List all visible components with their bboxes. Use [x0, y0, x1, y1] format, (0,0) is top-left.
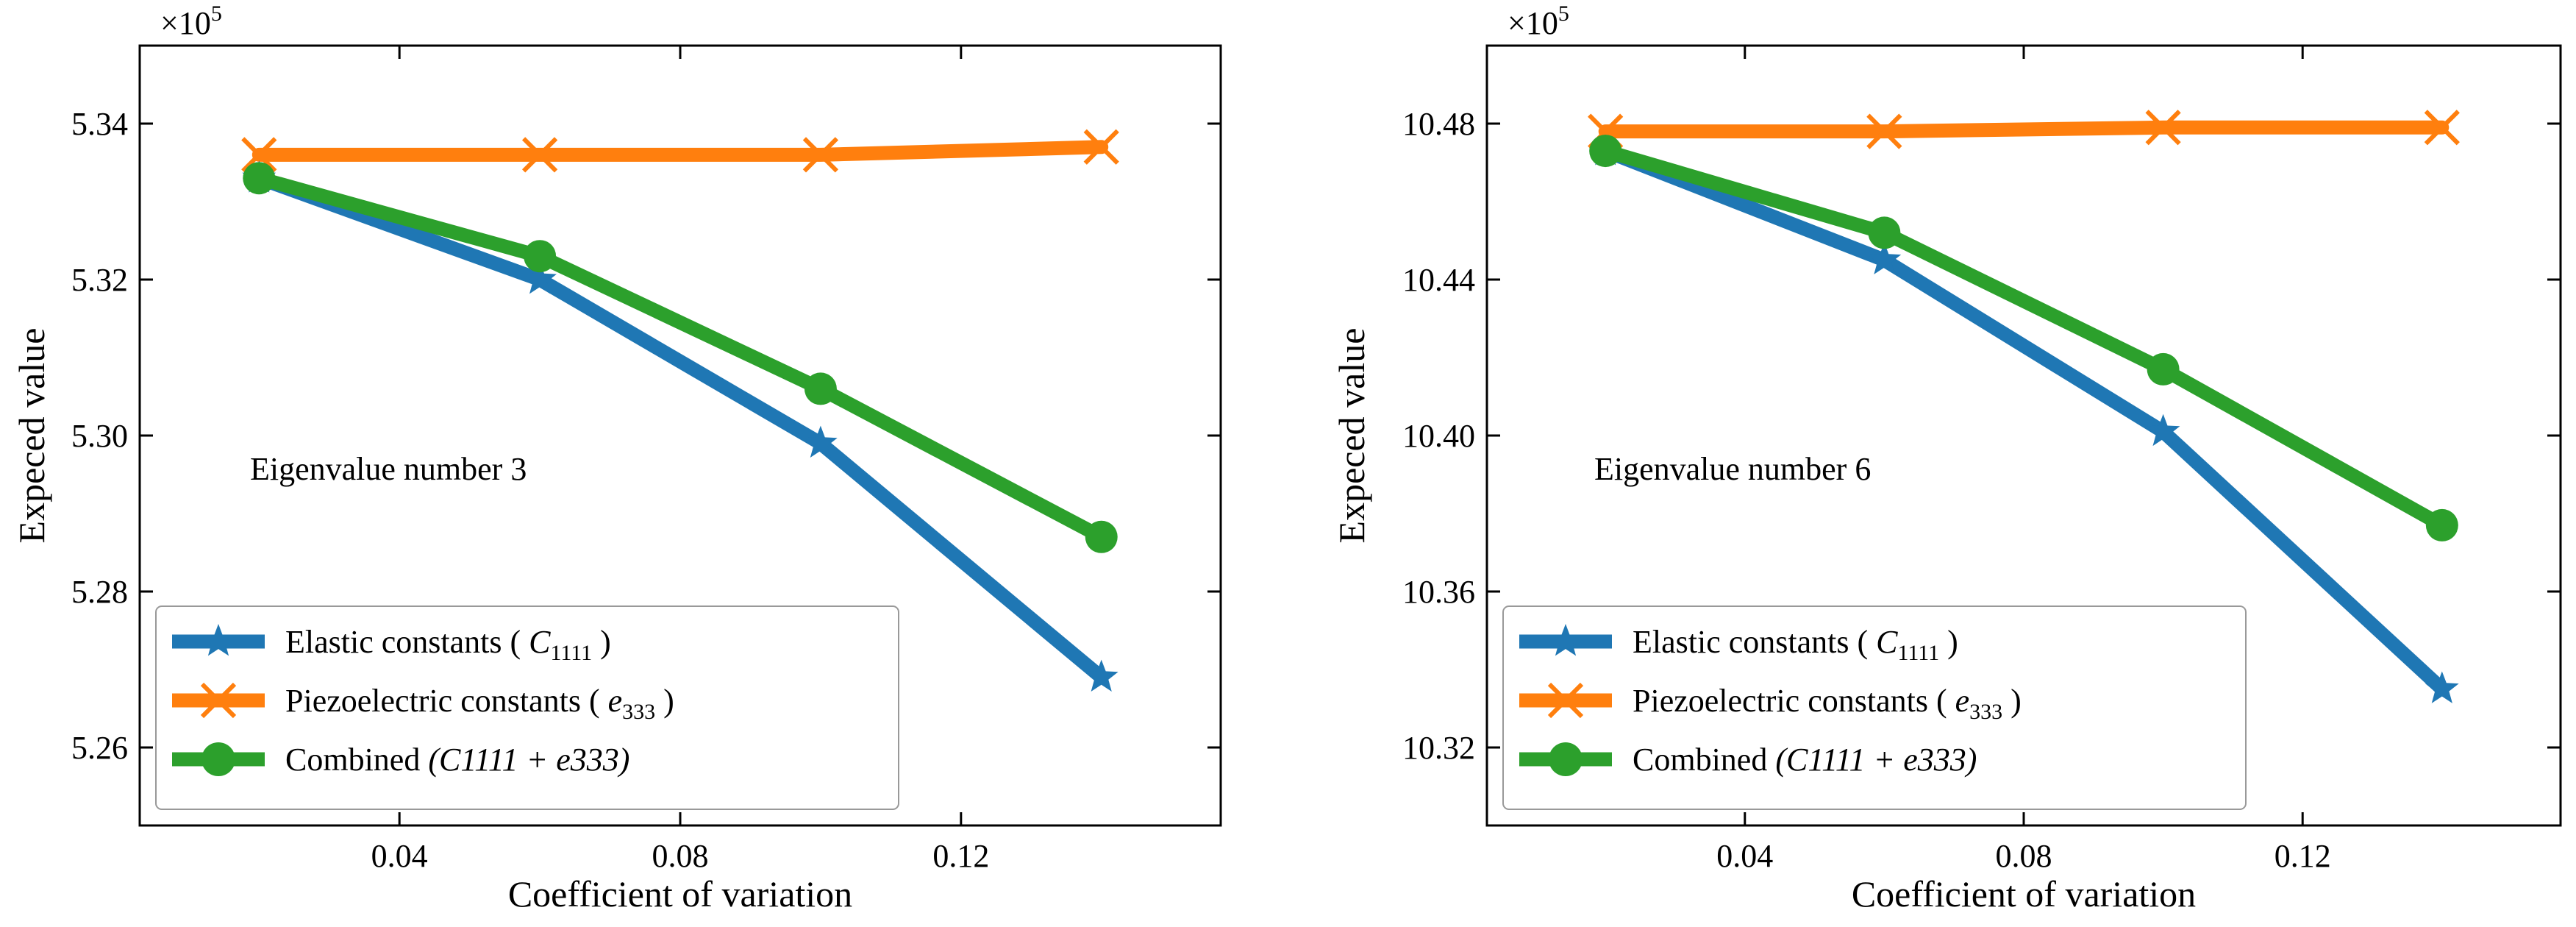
y-multiplier-label: ×105	[160, 1, 222, 41]
legend-entry-label: Combined (C1111 + e333)	[1633, 742, 1977, 778]
legend: Elastic constants ( C1111 ) Piezoelectric…	[1502, 605, 2247, 810]
y-tick-label: 10.36	[1402, 574, 1475, 610]
annotation-eigenvalue: Eigenvalue number 3	[250, 451, 527, 487]
annotation-eigenvalue: Eigenvalue number 6	[1594, 451, 1871, 487]
legend-entry-label: Elastic constants ( C1111 )	[285, 624, 611, 665]
y-tick-label: 5.26	[71, 730, 128, 766]
x-axis-label: Coefficient of variation	[1852, 873, 2196, 914]
data-point-series-0	[804, 425, 838, 458]
data-point-series-2	[1589, 135, 1622, 168]
y-tick-label: 10.48	[1402, 106, 1475, 142]
legend-swatch-marker	[201, 742, 235, 776]
data-point-series-2	[243, 162, 276, 195]
y-tick-label: 10.32	[1402, 730, 1475, 766]
series-line-1	[1598, 120, 2450, 139]
legend-swatch-marker	[1549, 624, 1583, 656]
series-line-0	[1598, 143, 2450, 696]
legend-swatch-marker-stroke-b	[200, 682, 237, 719]
data-point-series-2	[524, 240, 557, 273]
y-multiplier-base: ×10	[1508, 5, 1558, 41]
y-tick-label: 5.34	[71, 106, 128, 142]
series-line-1	[251, 140, 1109, 162]
series-line-2	[1598, 143, 2450, 533]
y-multiplier-base: ×10	[160, 5, 211, 41]
legend: Elastic constants ( C1111 ) Piezoelectric…	[155, 605, 899, 810]
data-point-series-1-stroke-b	[802, 137, 839, 173]
y-tick-label: 5.30	[71, 418, 128, 454]
x-tick-label: 0.08	[652, 838, 709, 874]
legend-box	[1502, 605, 2247, 810]
data-point-series-1	[802, 137, 839, 173]
data-point-series-0	[2425, 671, 2459, 703]
data-point-series-1	[521, 137, 558, 173]
right-chart-panel: 0.04 0.08 0.12 10.32 10.36 10.40 10.44 10.48 ×1…	[1331, 1, 2562, 914]
data-point-series-2	[804, 372, 837, 405]
data-point-series-2	[2147, 352, 2180, 386]
legend-swatch-marker	[1549, 742, 1583, 776]
legend-entry-label: Elastic constants ( C1111 )	[1633, 624, 1958, 665]
data-point-series-0	[523, 262, 557, 294]
legend-swatch-marker	[201, 624, 235, 656]
data-point-series-1	[1083, 129, 1119, 165]
plot-marks: 0.04 0.08 0.12 10.32 10.36 10.40 10.44 10.48	[1402, 46, 2561, 874]
y-tick-label: 5.32	[71, 262, 128, 298]
data-point-series-1-stroke-b	[2145, 110, 2181, 146]
data-point-series-1-stroke-b	[1083, 129, 1119, 165]
data-point-series-2	[1868, 216, 1901, 249]
x-axis-label: Coefficient of variation	[508, 873, 852, 914]
series-line-0	[251, 171, 1109, 685]
x-tick-label: 0.12	[932, 838, 989, 874]
x-tick-label: 0.12	[2274, 838, 2331, 874]
data-point-series-1	[241, 137, 277, 173]
data-point-series-1-stroke-b	[2424, 110, 2460, 146]
y-axis-label: Expeced value	[11, 328, 52, 544]
plot-marks: 0.04 0.08 0.12 5.26 5.28 5.30 5.32 5.34	[71, 46, 1221, 874]
legend-box	[155, 605, 899, 810]
left-chart-panel: 0.04 0.08 0.12 5.26 5.28 5.30 5.32 5.34 ×105 Ei…	[11, 1, 1222, 914]
y-multiplier-label: ×105	[1508, 1, 1569, 41]
x-tick-label: 0.04	[1716, 838, 1773, 874]
data-point-series-1-stroke-b	[1866, 113, 1902, 149]
data-point-series-1-stroke-b	[521, 137, 558, 173]
y-multiplier-exponent: 5	[211, 1, 222, 26]
data-point-series-2	[1085, 520, 1118, 553]
x-tick-label: 0.04	[371, 838, 428, 874]
data-point-series-1-stroke-b	[241, 137, 277, 173]
y-axis-label: Expeced value	[1331, 328, 1372, 544]
legend-entry-label: Combined (C1111 + e333)	[285, 742, 629, 778]
y-tick-label: 5.28	[71, 574, 128, 610]
series-line-2	[251, 171, 1109, 544]
legend-entry-label: Piezoelectric constants ( e333 )	[285, 683, 674, 724]
data-point-series-1	[1866, 113, 1902, 149]
data-point-series-1	[2145, 110, 2181, 146]
legend-swatch-marker	[1547, 682, 1584, 719]
y-tick-label: 10.44	[1402, 262, 1475, 298]
legend-swatch-marker-stroke-b	[1547, 682, 1584, 719]
data-point-series-0	[2146, 413, 2180, 447]
data-point-series-1	[2424, 110, 2460, 146]
data-point-series-2	[2425, 508, 2458, 541]
legend-entry-label: Piezoelectric constants ( e333 )	[1633, 683, 2022, 724]
data-point-series-0	[1084, 659, 1118, 692]
legend-swatch-marker	[200, 682, 237, 719]
x-tick-label: 0.08	[1996, 838, 2052, 874]
y-tick-label: 10.40	[1402, 418, 1475, 454]
y-multiplier-exponent: 5	[1558, 1, 1569, 26]
data-point-series-0	[1867, 242, 1902, 274]
